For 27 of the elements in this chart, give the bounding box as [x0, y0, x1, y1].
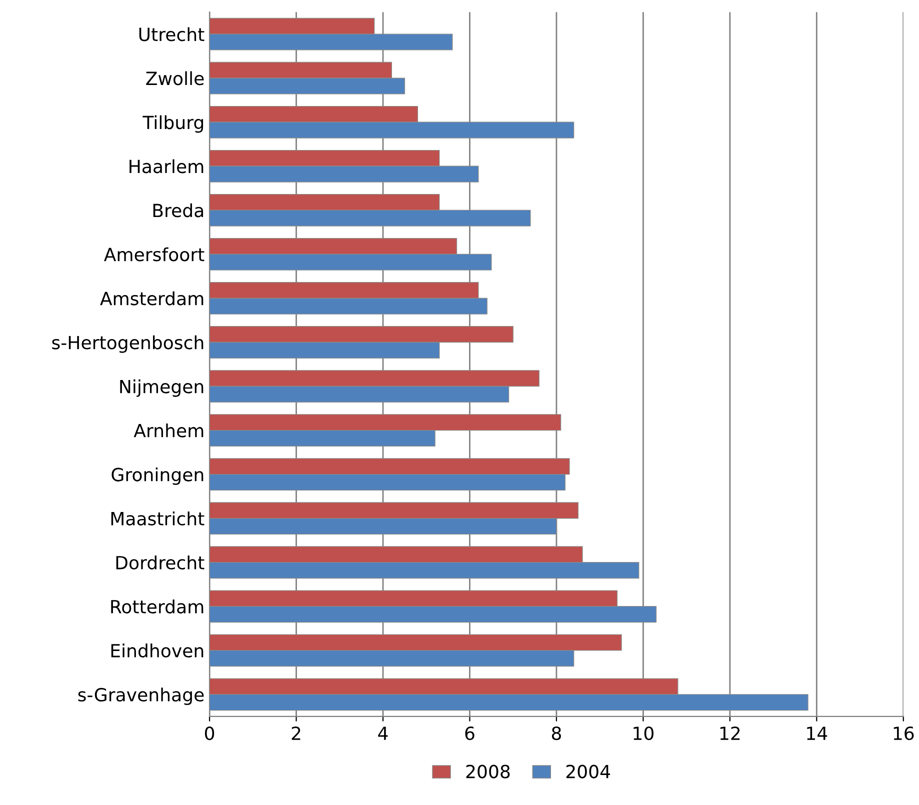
y-tick-label: Maastricht: [111, 511, 204, 526]
y-tick-label: Nijmegen: [120, 379, 204, 397]
y-tick-label: s-Gravenhage: [78, 688, 204, 706]
x-tick-label: 4: [378, 726, 388, 740]
y-tick-label: Rotterdam: [111, 600, 204, 614]
x-tick-label: 10: [634, 726, 654, 740]
x-tick-label: 16: [894, 726, 914, 740]
y-tick-label: Tilburg: [142, 115, 204, 133]
y-tick-label: Amersfoort: [104, 247, 204, 262]
y-tick-label: Groningen: [112, 467, 204, 485]
x-tick-label: 6: [465, 726, 474, 740]
legend-label: 2004: [566, 764, 610, 778]
y-tick-label: Amsterdam: [100, 291, 204, 306]
x-tick-label: 14: [807, 726, 828, 740]
y-tick-label: Arnhem: [134, 423, 204, 438]
x-tick-label: 12: [720, 726, 740, 740]
y-tick-label: Eindhoven: [111, 644, 204, 658]
y-tick-label: Haarlem: [130, 159, 204, 174]
x-tick-label: 0: [204, 726, 214, 740]
legend-label: 2008: [466, 764, 510, 778]
x-tick-label: 8: [552, 726, 561, 740]
y-tick-label: Breda: [153, 203, 204, 218]
y-tick-label: Dordrecht: [116, 556, 204, 570]
y-tick-label: Utrecht: [139, 27, 204, 42]
y-tick-label: s-Hertogenbosch: [52, 335, 204, 353]
x-tick-label: 2: [292, 726, 300, 740]
y-tick-label: Zwolle: [146, 71, 204, 86]
